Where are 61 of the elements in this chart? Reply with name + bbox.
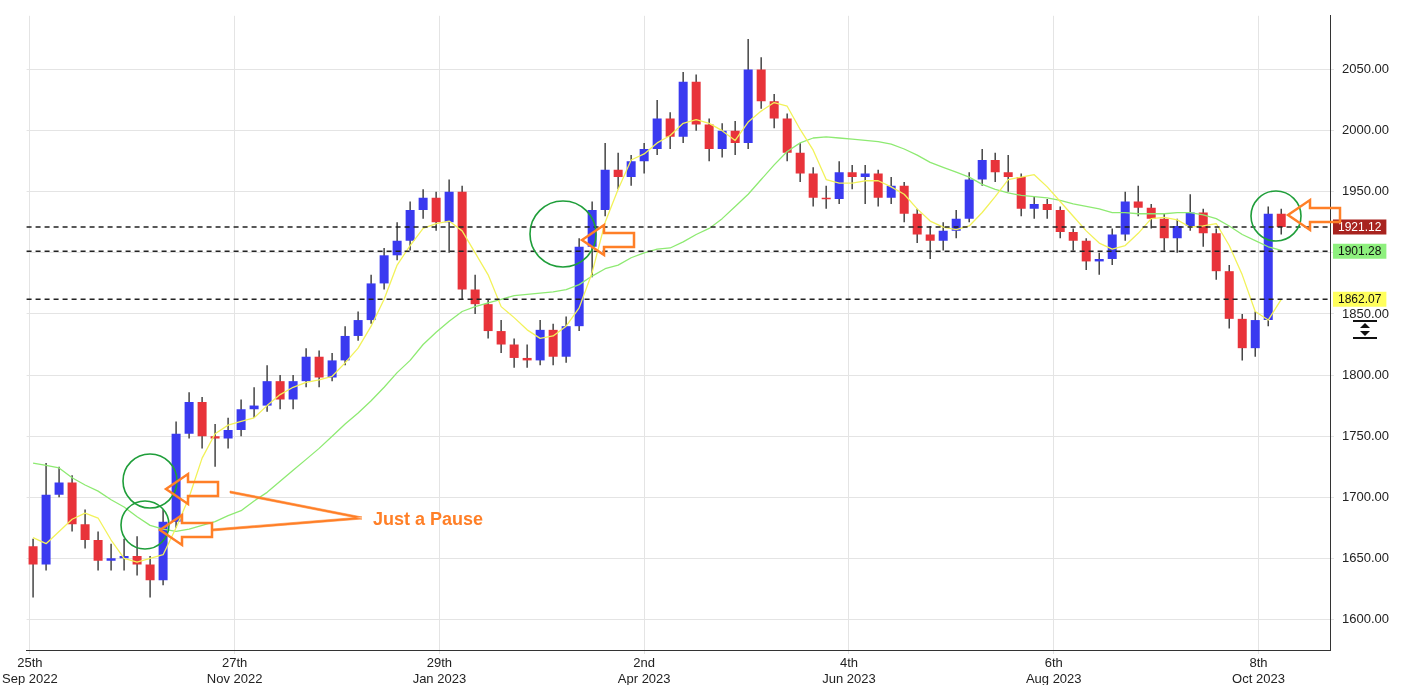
candlestick: [418, 188, 428, 220]
candlestick: [353, 310, 363, 342]
candlestick: [938, 221, 948, 252]
candlestick: [1003, 154, 1013, 193]
candlestick: [1042, 198, 1052, 220]
candlestick: [847, 164, 857, 191]
candlestick: [1133, 184, 1143, 217]
candlestick: [93, 530, 103, 572]
y-tick-label: 2000.00: [1342, 122, 1389, 138]
candlestick: [1159, 213, 1169, 252]
y-tick-label: 2050.00: [1342, 61, 1389, 77]
ref-line-label: 1862.07: [1338, 292, 1382, 307]
candlestick: [912, 208, 922, 244]
x-tick-label: 4th Jun 2023: [822, 655, 876, 685]
candlestick: [886, 176, 896, 205]
candlestick: [1185, 193, 1195, 232]
y-tick-label: 1750.00: [1342, 427, 1389, 443]
ref-line-label: 1921.12: [1338, 219, 1382, 234]
candlestick: [28, 538, 38, 599]
candlestick: [1055, 205, 1065, 239]
candlestick: [223, 417, 233, 450]
candlestick: [1029, 195, 1039, 220]
x-tick-label: 2nd Apr 2023: [617, 655, 671, 685]
candlestick: [106, 542, 116, 572]
y-tick-label: 1600.00: [1342, 611, 1389, 627]
candlestick: [236, 398, 246, 437]
y-tick-label: 1950.00: [1342, 183, 1389, 199]
candlestick: [145, 555, 155, 599]
candlestick: [925, 225, 935, 260]
candlestick: [210, 423, 220, 468]
x-tick-label: 8th Oct 2023: [1232, 655, 1285, 685]
candlestick: [795, 142, 805, 183]
candlestick: [717, 122, 727, 159]
candlestick: [860, 164, 870, 205]
candlestick: [665, 111, 675, 150]
x-tick-label: 27th Nov 2022: [206, 655, 263, 685]
candlestick: [613, 151, 623, 191]
candlestick: [392, 221, 402, 261]
ref-line-label: 1901.28: [1338, 244, 1382, 259]
candlestick: [626, 154, 636, 187]
annotation: Just a Pause: [373, 509, 484, 530]
candlestick: [54, 465, 64, 498]
candlestick: [496, 319, 506, 354]
candlestick: [990, 151, 1000, 183]
candlestick: [509, 337, 519, 369]
x-tick-label: 29th Jan 2023: [412, 655, 467, 685]
candlestick: [769, 93, 779, 129]
candlestick: [80, 508, 90, 550]
x-tick-label: 6th Aug 2023: [1025, 655, 1082, 685]
candlestick: [327, 352, 337, 382]
candlestick: [1081, 237, 1091, 271]
candlestick: [977, 148, 987, 187]
x-tick-label: 25th Sep 2022: [2, 655, 58, 685]
candlestick: [1276, 208, 1286, 236]
y-tick-label: 1650.00: [1342, 549, 1389, 565]
candlestick: [288, 374, 298, 411]
y-tick-label: 1800.00: [1342, 366, 1389, 382]
y-tick-label: 1700.00: [1342, 488, 1389, 504]
candlestick: [1068, 227, 1078, 252]
candlestick: [314, 349, 324, 389]
y-tick-label: 1850.00: [1342, 305, 1389, 321]
